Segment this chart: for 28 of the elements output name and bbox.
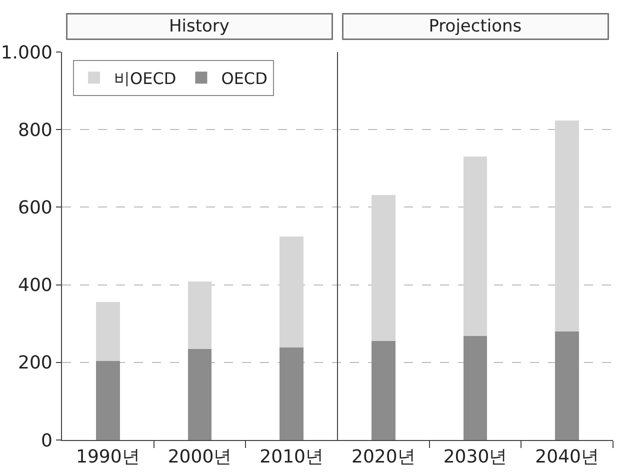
y-tick-label: 600 [18, 198, 52, 218]
y-tick-label: 0 [40, 430, 52, 452]
y-tick-label: 1.000 [0, 42, 52, 64]
bar [463, 156, 488, 336]
bar [463, 336, 488, 440]
y-tick-label: 200 [18, 352, 52, 374]
bar [280, 236, 304, 348]
bar [96, 361, 120, 440]
bar [188, 282, 212, 350]
bar [280, 347, 304, 440]
bar [371, 194, 396, 342]
x-tick-label: 1990년 [76, 446, 140, 468]
x-tick-label: 2040년 [535, 446, 599, 468]
y-tick-label: 800 [18, 120, 52, 141]
x-tick-label: 2020년 [352, 446, 416, 468]
bar [371, 341, 396, 440]
bar [188, 349, 212, 440]
bar [555, 331, 580, 440]
x-tick-label: 2010년 [260, 446, 324, 468]
legend-label: 비OECD [114, 68, 176, 88]
text: History [169, 16, 230, 36]
bar [555, 120, 580, 332]
y-tick-label: 400 [18, 275, 52, 296]
text: Projections [428, 16, 522, 36]
legend-label: OECD [221, 68, 268, 88]
x-tick-label: 2000년 [168, 446, 232, 468]
x-tick-label: 2030년 [443, 446, 508, 468]
bar [96, 302, 120, 362]
